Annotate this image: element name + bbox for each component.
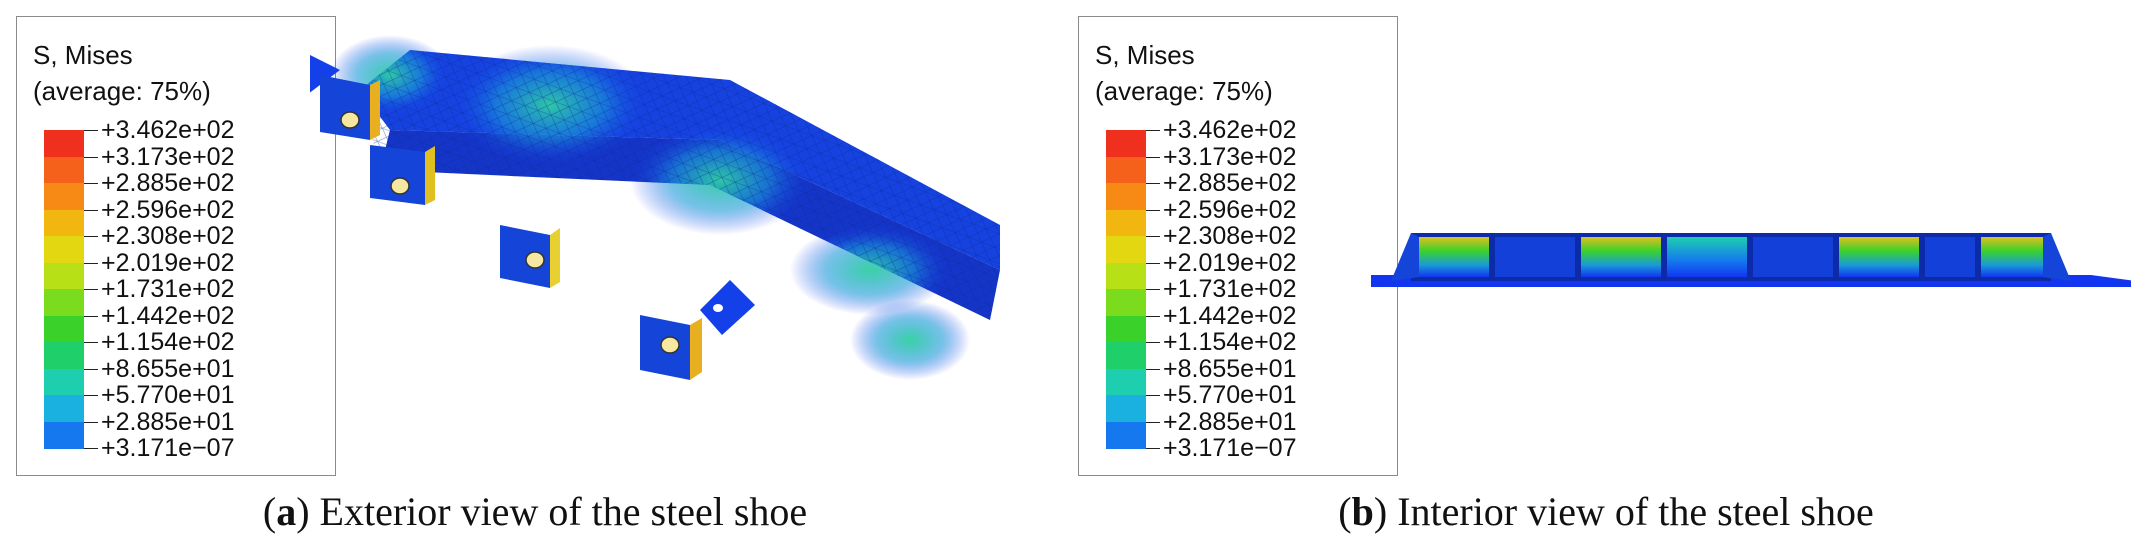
colorbar-segment xyxy=(1106,209,1146,237)
legend-tick-label: +1.154e+02 xyxy=(1163,328,1297,356)
colorbar-segment xyxy=(1106,421,1146,449)
legend-tick-label: +2.019e+02 xyxy=(101,248,235,277)
legend-title-line1: S, Mises xyxy=(33,40,133,70)
colorbar-segment xyxy=(44,156,84,184)
legend-tick-label: +5.770e+01 xyxy=(101,381,235,409)
panel-exterior-view: S, Mises (average: 75%) +3.462e+02 +3.173… xyxy=(0,0,1070,553)
interior-cell xyxy=(1753,237,1833,277)
legend-tick-label: +3.462e+02 xyxy=(101,116,235,144)
legend-tick-label: +1.154e+02 xyxy=(101,328,235,356)
caption-b-text: Interior view of the steel shoe xyxy=(1397,489,1874,534)
legend-tick-label: +1.442e+02 xyxy=(101,301,235,330)
colorbar-segment xyxy=(44,209,84,237)
interior-cell xyxy=(1925,237,1975,277)
legend-tick-label: +2.885e+02 xyxy=(101,169,235,197)
caption-b: (b) Interior view of the steel shoe xyxy=(1338,489,1874,534)
legend-title-line2: (average: 75%) xyxy=(1095,76,1273,106)
legend-title-line2: (average: 75%) xyxy=(33,76,211,106)
colorbar-segment xyxy=(44,183,84,210)
legend-tick-label: +3.173e+02 xyxy=(1163,142,1297,171)
steel-shoe-exterior-model xyxy=(310,35,1000,380)
colorbar-segment xyxy=(1106,342,1146,369)
caption-a-text: Exterior view of the steel shoe xyxy=(319,489,808,534)
interior-cell xyxy=(1839,237,1919,277)
end-plate-right xyxy=(700,280,755,335)
colorbar-segment xyxy=(44,130,84,157)
stress-legend: S, Mises (average: 75%) +3.462e+02 +3.173… xyxy=(1078,16,1398,476)
colorbar-segment xyxy=(1106,395,1146,422)
colorbar xyxy=(44,130,84,454)
legend-tick-label: +5.770e+01 xyxy=(1163,381,1297,409)
stress-legend: S, Mises (average: 75%) +3.462e+02 +3.173… xyxy=(16,16,336,476)
legend-tick-label: +3.171e−07 xyxy=(101,434,235,462)
legend-tick-label: +2.308e+02 xyxy=(1163,222,1297,250)
colorbar-segment xyxy=(44,342,84,369)
legend-tick-label: +2.885e+02 xyxy=(1163,169,1297,197)
caption-b-letter: b xyxy=(1351,489,1374,534)
interior-cell xyxy=(1495,237,1575,277)
colorbar-segment xyxy=(44,368,84,396)
colorbar-segment xyxy=(44,262,84,290)
caption-a: (a) Exterior view of the steel shoe xyxy=(262,489,808,534)
bracket-4 xyxy=(640,315,702,380)
colorbar-segment xyxy=(44,421,84,449)
colorbar-segment xyxy=(44,315,84,343)
legend-tick-label: +3.171e−07 xyxy=(1163,434,1297,462)
legend-tick-label: +1.731e+02 xyxy=(1163,275,1297,303)
colorbar-segment xyxy=(1106,315,1146,343)
colorbar-segment xyxy=(1106,262,1146,290)
legend-tick-label: +2.885e+01 xyxy=(101,407,235,436)
legend-tick-label: +2.596e+02 xyxy=(101,195,235,224)
colorbar-segment xyxy=(1106,236,1146,263)
legend-tick-label: +2.308e+02 xyxy=(101,222,235,250)
steel-shoe-interior-model xyxy=(1371,233,2131,287)
legend-tick-label: +1.731e+02 xyxy=(101,275,235,303)
bracket-3 xyxy=(500,225,560,288)
legend-ticks: +3.462e+02 +3.173e+02 +2.885e+02 +2.596e+02… xyxy=(1146,116,1386,462)
colorbar-segment xyxy=(1106,156,1146,184)
colorbar-segment xyxy=(44,395,84,422)
end-plate-left xyxy=(310,55,340,93)
colorbar-segment xyxy=(44,236,84,263)
colorbar-segment xyxy=(1106,183,1146,210)
bracket-2 xyxy=(370,145,435,205)
legend-title: S, Mises (average: 75%) xyxy=(33,37,211,109)
legend-ticks: +3.462e+02 +3.173e+02 +2.885e+02 +2.596e+02… xyxy=(84,116,324,462)
legend-title-line1: S, Mises xyxy=(1095,40,1195,70)
colorbar-segment xyxy=(1106,368,1146,396)
legend-tick-label: +1.442e+02 xyxy=(1163,301,1297,330)
legend-tick-label: +3.462e+02 xyxy=(1163,116,1297,144)
interior-cell xyxy=(1419,237,1489,277)
colorbar-segment xyxy=(44,289,84,316)
panel-interior-view: S, Mises (average: 75%) +3.462e+02 +3.173… xyxy=(1071,0,2141,553)
interior-cell xyxy=(1981,237,2045,277)
colorbar-segment xyxy=(1106,289,1146,316)
legend-tick-label: +8.655e+01 xyxy=(101,354,235,383)
interior-cell xyxy=(1581,237,1661,277)
colorbar-segment xyxy=(1106,130,1146,157)
legend-tick-label: +8.655e+01 xyxy=(1163,354,1297,383)
bracket-1 xyxy=(320,75,380,140)
legend-tick-label: +2.885e+01 xyxy=(1163,407,1297,436)
colorbar xyxy=(1106,130,1146,454)
interior-cell xyxy=(1667,237,1747,277)
legend-tick-label: +2.596e+02 xyxy=(1163,195,1297,224)
legend-title: S, Mises (average: 75%) xyxy=(1095,37,1273,109)
legend-tick-label: +3.173e+02 xyxy=(101,142,235,171)
caption-a-letter: a xyxy=(276,489,297,534)
legend-tick-label: +2.019e+02 xyxy=(1163,248,1297,277)
